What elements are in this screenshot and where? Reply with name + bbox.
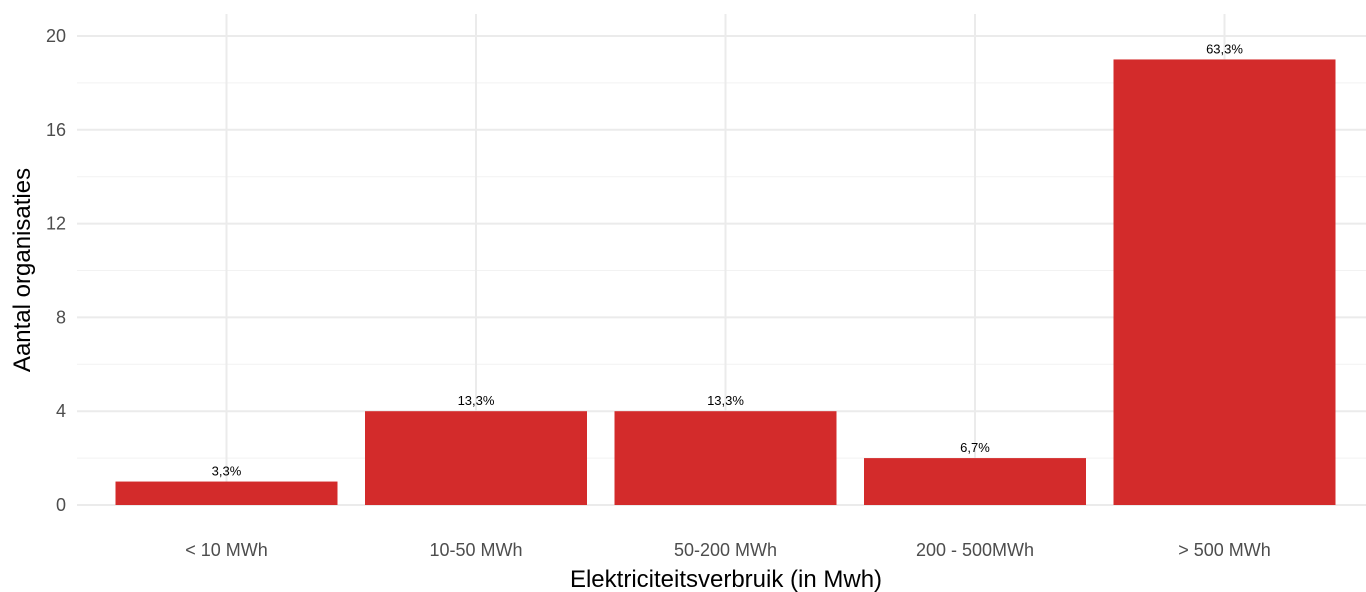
y-tick-label: 4 xyxy=(56,401,66,421)
bar-data-label: 13,3% xyxy=(458,393,495,408)
x-tick-label: 50-200 MWh xyxy=(674,540,777,560)
data-labels: 3,3% 13,3% 13,3% 6,7% 63,3% xyxy=(212,41,1244,478)
bar-data-label: 63,3% xyxy=(1206,41,1243,56)
y-tick-label: 20 xyxy=(46,26,66,46)
x-tick-label: > 500 MWh xyxy=(1178,540,1271,560)
y-tick-label: 0 xyxy=(56,495,66,515)
y-axis-title: Aantal organisaties xyxy=(9,168,36,372)
x-axis-title: Elektriciteitsverbruik (in Mwh) xyxy=(570,566,882,592)
bars xyxy=(115,59,1336,505)
bar xyxy=(115,481,338,505)
bar xyxy=(614,411,837,505)
x-tick-label: < 10 MWh xyxy=(185,540,268,560)
y-tick-label: 16 xyxy=(46,120,66,140)
y-tick-label: 8 xyxy=(56,307,66,327)
bar-data-label: 6,7% xyxy=(960,440,990,455)
x-tick-label: 10-50 MWh xyxy=(429,540,522,560)
x-tick-label: 200 - 500MWh xyxy=(916,540,1034,560)
y-axis-tick-labels: 0 4 8 12 16 20 xyxy=(46,26,66,515)
bar xyxy=(1113,59,1336,505)
x-axis-tick-labels: < 10 MWh 10-50 MWh 50-200 MWh 200 - 500MWh >… xyxy=(185,540,1271,560)
bar-data-label: 13,3% xyxy=(707,393,744,408)
bar xyxy=(365,411,587,505)
y-tick-label: 12 xyxy=(46,214,66,234)
bar-data-label: 3,3% xyxy=(212,464,242,479)
bar xyxy=(864,458,1086,505)
